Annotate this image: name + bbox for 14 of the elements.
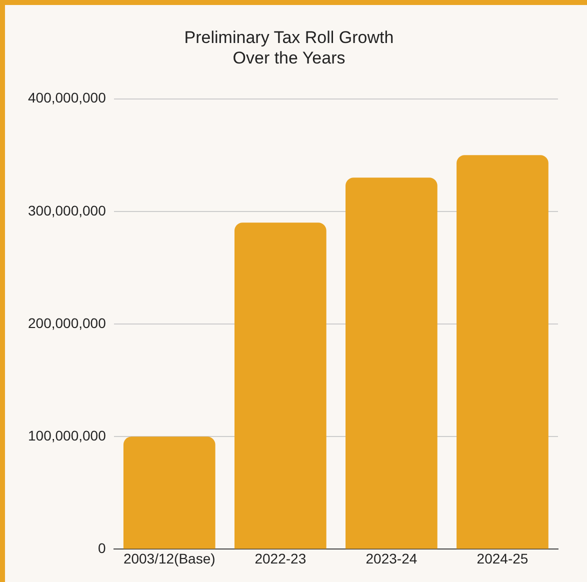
x-tick-label: 2024-25 xyxy=(476,550,528,566)
y-tick-label: 300,000,000 xyxy=(28,202,106,218)
y-tick-label: 200,000,000 xyxy=(28,314,106,331)
bar xyxy=(456,155,548,549)
bar xyxy=(123,436,216,549)
x-tick-label: 2023-24 xyxy=(366,550,418,566)
x-tick-label: 2022-23 xyxy=(254,550,306,566)
x-tick-label: 2003/12(Base) xyxy=(123,550,216,566)
y-tick-label: 0 xyxy=(98,540,106,556)
y-tick-label: 100,000,000 xyxy=(28,427,106,444)
bar xyxy=(346,178,438,549)
bar xyxy=(234,222,326,549)
chart-title: Preliminary Tax Roll Growth Over the Years xyxy=(184,28,394,68)
y-tick-label: 400,000,000 xyxy=(28,90,106,106)
